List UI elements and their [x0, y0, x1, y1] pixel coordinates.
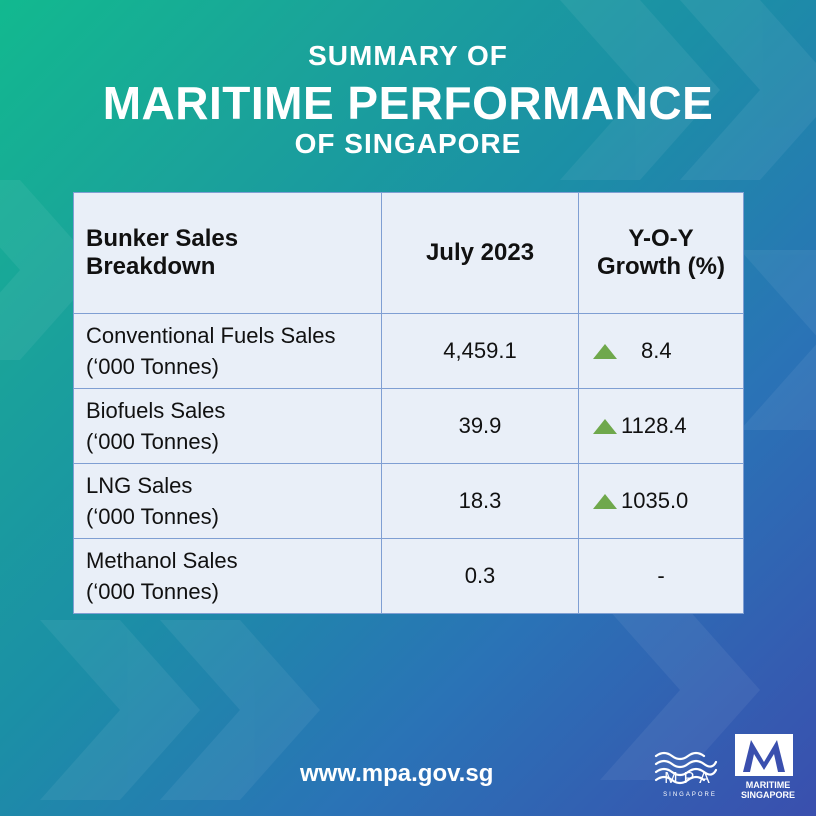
row-label-unit: (‘000 Tonnes) — [86, 354, 219, 379]
table-row: Biofuels Sales (‘000 Tonnes) 39.9 1128.4 — [73, 388, 744, 464]
title-line-3: OF SINGAPORE — [294, 128, 522, 159]
row-label-name: Methanol Sales — [86, 548, 238, 573]
mpa-logo-icon — [654, 751, 718, 785]
row-label-name: Conventional Fuels Sales — [86, 323, 336, 348]
website-link[interactable]: www.mpa.gov.sg — [300, 760, 494, 787]
row-label: Methanol Sales (‘000 Tonnes) — [73, 538, 382, 614]
title-line-1: SUMMARY OF — [308, 40, 508, 71]
row-label-unit: (‘000 Tonnes) — [86, 429, 219, 454]
bunker-sales-table: Bunker Sales Breakdown July 2023 Y-O-Y G… — [73, 192, 744, 614]
triangle-up-icon — [593, 418, 617, 434]
table-header-row: Bunker Sales Breakdown July 2023 Y-O-Y G… — [73, 192, 744, 314]
row-value: 39.9 — [381, 388, 579, 464]
triangle-up-icon — [593, 343, 617, 359]
growth-value: - — [578, 538, 744, 614]
header-breakdown: Bunker Sales Breakdown — [73, 192, 382, 314]
header-growth: Y-O-Y Growth (%) — [578, 192, 744, 314]
row-value: 4,459.1 — [381, 313, 579, 389]
row-label-name: Biofuels Sales — [86, 398, 226, 423]
row-label: Conventional Fuels Sales (‘000 Tonnes) — [73, 313, 382, 389]
row-label-unit: (‘000 Tonnes) — [86, 579, 219, 604]
row-label-name: LNG Sales — [86, 473, 193, 498]
maritime-singapore-logo-icon — [735, 734, 793, 776]
mpa-logo-subtext: SINGAPORE — [663, 792, 717, 798]
table-row: Conventional Fuels Sales (‘000 Tonnes) 4… — [73, 313, 744, 389]
table-row: LNG Sales (‘000 Tonnes) 18.3 1035.0 — [73, 463, 744, 539]
row-growth: 1035.0 — [578, 463, 744, 539]
growth-value: 8.4 — [641, 338, 672, 363]
maritime-logo-line2: SINGAPORE — [740, 790, 795, 800]
header-month: July 2023 — [381, 192, 579, 314]
maritime-logo-line1: MARITIME — [745, 780, 791, 790]
growth-value: 1035.0 — [621, 488, 689, 513]
table-row: Methanol Sales (‘000 Tonnes) 0.3 - — [73, 538, 744, 614]
row-growth: 8.4 — [578, 313, 744, 389]
growth-value: 1128.4 — [621, 413, 687, 438]
title-line-2: MARITIME PERFORMANCE — [102, 77, 714, 129]
triangle-up-icon — [593, 493, 617, 509]
mpa-logo-text: MPA — [664, 770, 716, 787]
row-value: 0.3 — [381, 538, 579, 614]
row-label: LNG Sales (‘000 Tonnes) — [73, 463, 382, 539]
maritime-singapore-logo-text: MARITIME SINGAPORE — [728, 780, 808, 800]
row-label: Biofuels Sales (‘000 Tonnes) — [73, 388, 382, 464]
row-label-unit: (‘000 Tonnes) — [86, 504, 219, 529]
row-value: 18.3 — [381, 463, 579, 539]
row-growth: 1128.4 — [578, 388, 744, 464]
